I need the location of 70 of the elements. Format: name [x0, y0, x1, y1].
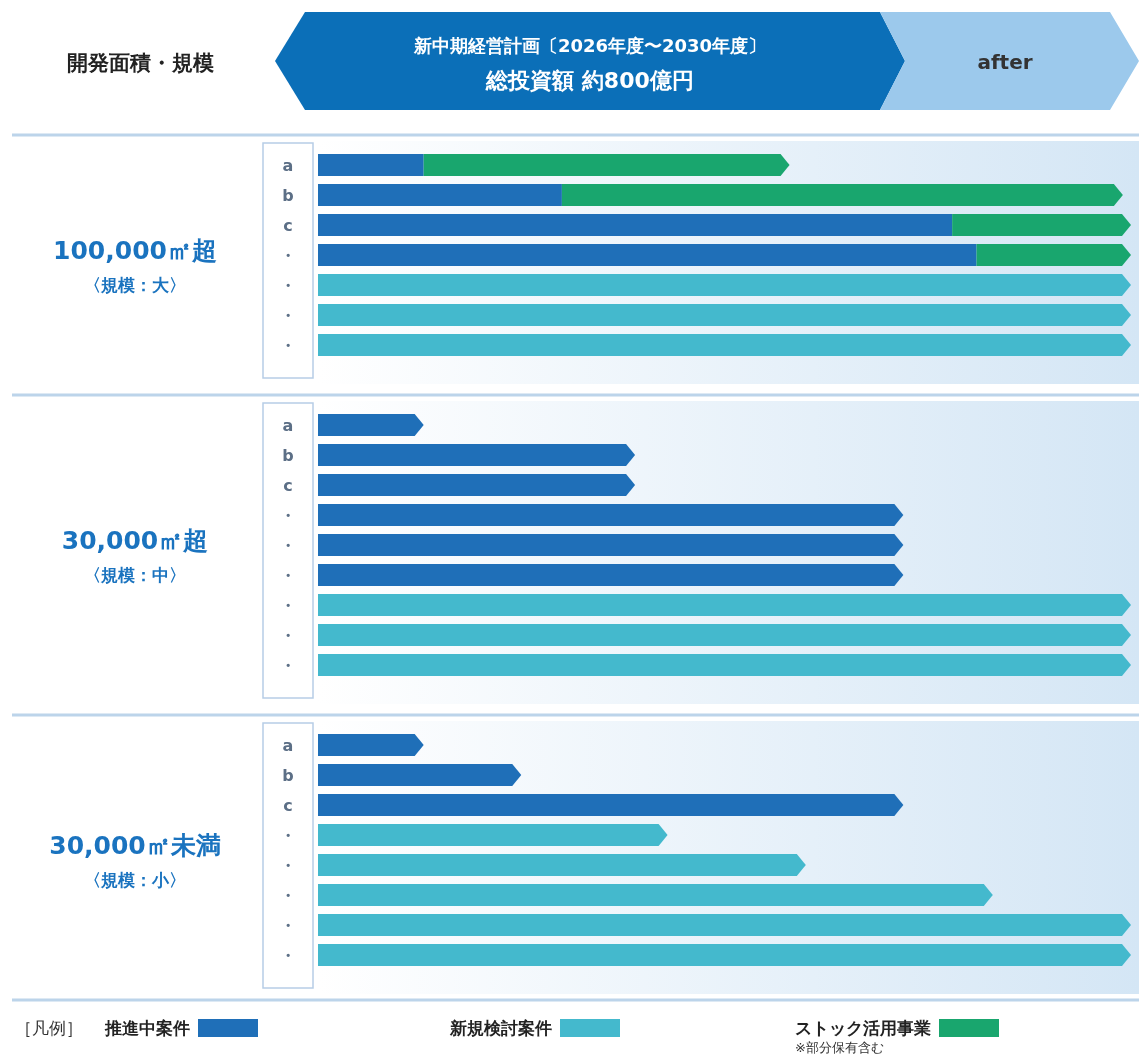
bar [318, 534, 904, 556]
bar [318, 854, 806, 876]
bar [318, 654, 1131, 676]
legend-item: ストック活用事業 [795, 1018, 999, 1038]
bar [318, 444, 636, 466]
y-tick-label: b [282, 446, 294, 465]
y-tick-label: b [282, 766, 294, 785]
text: 総投資額 約800億円 [485, 68, 694, 93]
y-tick-label: ・ [280, 276, 296, 295]
bar [318, 914, 1131, 936]
bar [318, 244, 977, 266]
bar [318, 794, 904, 816]
bar [952, 214, 1131, 236]
text: 30,000㎡未満 [49, 830, 221, 860]
text: ※部分保有含む [795, 1040, 884, 1055]
y-tick-label: ・ [280, 886, 296, 905]
legend-title: ［凡例］ [15, 1018, 83, 1038]
bar [318, 504, 904, 526]
y-tick-label: ・ [280, 246, 296, 265]
legend-item: 推進中案件 [105, 1018, 258, 1038]
y-tick-label: ・ [280, 336, 296, 355]
y-tick-label: c [283, 796, 293, 815]
text: 30,000㎡超 [61, 525, 209, 555]
y-tick-label: ・ [280, 506, 296, 525]
bar [318, 304, 1131, 326]
bar [318, 734, 424, 756]
text: 〈規模：大〉 [84, 274, 186, 295]
bar [976, 244, 1131, 266]
bar [318, 334, 1131, 356]
bar [318, 474, 636, 496]
y-tick-label: a [282, 416, 294, 435]
y-tick-label: ・ [280, 306, 296, 325]
y-tick-label: ・ [280, 596, 296, 615]
y-tick-label: c [283, 476, 293, 495]
y-tick-label: ・ [280, 626, 296, 645]
y-tick-label: b [282, 186, 294, 205]
bar [318, 154, 424, 176]
bar [318, 594, 1131, 616]
bar [318, 884, 993, 906]
y-tick-label: a [282, 736, 294, 755]
y-tick-label: ・ [280, 946, 296, 965]
legend-label: 新規検討案件 [449, 1018, 552, 1038]
legend-item: 新規検討案件 [450, 1018, 620, 1038]
bar [318, 764, 522, 786]
bar [318, 184, 562, 206]
legend-label: ストック活用事業 [795, 1018, 931, 1038]
bar [423, 154, 790, 176]
text: 〈規模：小〉 [84, 869, 186, 890]
text: after [977, 50, 1033, 74]
y-tick-label: ・ [280, 566, 296, 585]
legend-label: 推進中案件 [104, 1018, 190, 1038]
bar [318, 214, 953, 236]
y-tick-label: c [283, 216, 293, 235]
y-tick-label: ・ [280, 536, 296, 555]
y-tick-label: ・ [280, 856, 296, 875]
bar [561, 184, 1123, 206]
bar [318, 824, 668, 846]
bar [318, 624, 1131, 646]
y-tick-label: ・ [280, 826, 296, 845]
y-tick-label: ・ [280, 916, 296, 935]
text: 開発面積・規模 [66, 51, 214, 75]
bar [318, 274, 1131, 296]
text: 〈規模：中〉 [84, 564, 186, 585]
text: 新中期経営計画〔2026年度〜2030年度〕 [412, 35, 767, 56]
y-tick-label: a [282, 156, 294, 175]
bar [318, 944, 1131, 966]
bar [318, 564, 904, 586]
y-tick-label: ・ [280, 656, 296, 675]
text: 100,000㎡超 [53, 235, 217, 265]
bar [318, 414, 424, 436]
